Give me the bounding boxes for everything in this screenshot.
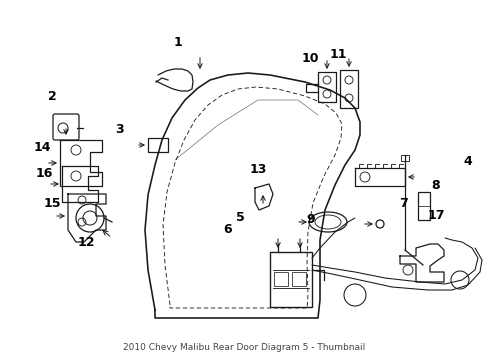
Bar [339, 70, 357, 108]
Text: 2: 2 [47, 90, 56, 103]
Text: 15: 15 [43, 198, 61, 211]
Bar [273, 272, 287, 286]
Text: 14: 14 [33, 141, 51, 154]
Bar [148, 138, 168, 152]
Bar [317, 72, 335, 102]
Bar [291, 272, 305, 286]
Text: 12: 12 [77, 235, 95, 248]
Text: 11: 11 [328, 48, 346, 60]
Text: 1: 1 [173, 36, 182, 49]
Text: 8: 8 [431, 180, 439, 193]
Text: 17: 17 [427, 210, 444, 222]
Bar [417, 192, 429, 220]
Bar [400, 155, 408, 161]
Text: 10: 10 [301, 51, 318, 64]
Text: 16: 16 [35, 167, 53, 180]
Text: 7: 7 [399, 198, 407, 211]
Text: 5: 5 [235, 211, 244, 225]
Text: 13: 13 [249, 163, 266, 176]
Text: 3: 3 [116, 123, 124, 136]
Text: 2010 Chevy Malibu Rear Door Diagram 5 - Thumbnail: 2010 Chevy Malibu Rear Door Diagram 5 - … [123, 343, 365, 352]
Text: 9: 9 [306, 213, 315, 226]
Polygon shape [354, 168, 404, 186]
Bar [269, 252, 311, 307]
Text: 4: 4 [463, 156, 471, 168]
Text: 6: 6 [223, 224, 232, 237]
